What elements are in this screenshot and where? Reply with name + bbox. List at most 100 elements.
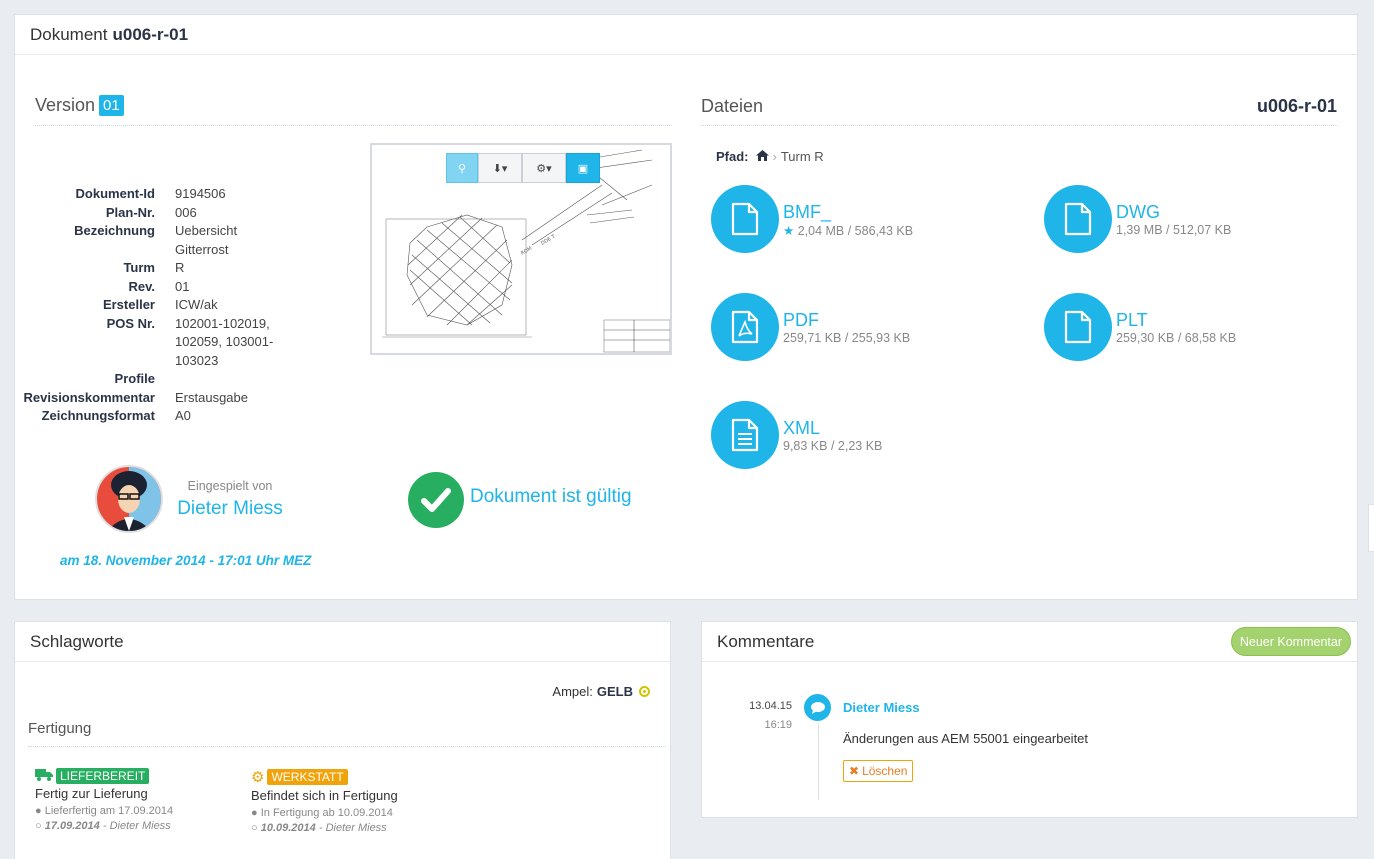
avatar-portrait [107, 467, 161, 531]
valid-status: Dokument ist gültig [470, 486, 632, 507]
file-size: 259,71 KB / 255,93 KB [783, 331, 911, 345]
ampel-label: Ampel: [552, 684, 593, 699]
close-icon: ✖ [849, 764, 860, 778]
comment-icon: ● [35, 805, 42, 817]
ampel-status: Ampel: GELB [552, 684, 650, 699]
comment-text: Änderungen aus AEM 55001 eingearbeitet [843, 731, 1089, 746]
keyword-note: In Fertigung ab 10.09.2014 [260, 807, 393, 819]
zoom-button[interactable]: ⚲ [446, 153, 478, 183]
file-item-dwg[interactable]: DWG 1,39 MB / 512,07 KB [1044, 185, 1231, 253]
check-icon [408, 472, 464, 528]
timeline-line [818, 692, 819, 800]
text-file-icon [711, 401, 779, 469]
side-handle[interactable] [1368, 504, 1374, 552]
file-size: 9,83 KB / 2,23 KB [783, 439, 883, 453]
preview-toolbar: ⚲ ⬇▾ ⚙▾ ▣ [446, 153, 600, 183]
traffic-light-icon [639, 686, 650, 697]
file-size: 259,30 KB / 68,58 KB [1116, 331, 1237, 345]
file-name[interactable]: XML [783, 418, 821, 438]
file-item-xml[interactable]: XML 9,83 KB / 2,23 KB [711, 401, 882, 469]
breadcrumb-separator: › [772, 149, 777, 164]
file-icon [1044, 185, 1112, 253]
breadcrumb: Pfad: › Turm R [716, 149, 824, 164]
delete-comment-button[interactable]: ✖ Löschen [843, 760, 914, 782]
download-icon: ⬇▾ [492, 162, 508, 175]
avatar [95, 465, 163, 533]
file-name[interactable]: PDF [783, 310, 819, 330]
keyword-note: Lieferfertig am 17.09.2014 [44, 805, 174, 817]
download-dropdown[interactable]: ⬇▾ [478, 153, 522, 183]
keyword-title: Fertig zur Lieferung [35, 786, 148, 801]
uploaded-by-label: Eingespielt von [187, 479, 273, 493]
keyword-author: - Dieter Miess [318, 822, 387, 834]
meta-row: Revisionskommentar Erstausgabe [23, 389, 249, 405]
file-icon [711, 185, 779, 253]
truck-icon [35, 768, 53, 784]
meta-row: Plan-Nr. 006 [105, 204, 197, 220]
home-icon[interactable] [755, 149, 769, 164]
meta-row: Turm R [123, 260, 185, 275]
briefcase-button[interactable]: ▣ [566, 153, 600, 183]
meta-row: Profile [114, 371, 155, 386]
document-metadata: Dokument-Id 9194506 Plan-Nr. 006 Bezeichnu… [15, 185, 285, 426]
version-heading: Version 01 [35, 95, 124, 116]
comment-outline-icon: ○ [251, 822, 258, 834]
file-size: 2,04 MB / 586,43 KB [797, 223, 914, 238]
files-heading: Dateien [701, 96, 764, 116]
keyword-item-werkstatt: ⚙ WERKSTATT Befindet sich in Fertigung ●… [251, 768, 398, 834]
file-name[interactable]: BMF_ [783, 201, 832, 222]
keyword-date: 17.09.2014 [44, 820, 100, 832]
drawing-preview[interactable]: ROM DDE T ⚲ ⬇▾ ⚙▾ ▣ [370, 143, 672, 355]
search-icon: ⚲ [457, 162, 467, 175]
meta-row: POS Nr. 102001-102019, 102059, 103001-103… [106, 315, 274, 368]
file-size: 1,39 MB / 512,07 KB [1116, 223, 1232, 237]
star-icon: ★ [783, 223, 795, 238]
briefcase-icon: ▣ [577, 162, 589, 175]
comments-panel: Kommentare Neuer Kommentar 13.04.15 16:1… [701, 621, 1358, 818]
delete-label: Löschen [862, 764, 908, 778]
meta-row: Rev. 01 [128, 278, 190, 294]
new-comment-button[interactable]: Neuer Kommentar [1230, 627, 1351, 656]
file-item-pdf[interactable]: PDF 259,71 KB / 255,93 KB [711, 293, 910, 361]
pdf-file-icon [711, 293, 779, 361]
keyword-title: Befindet sich in Fertigung [251, 788, 398, 803]
keywords-header: Schlagworte [15, 622, 670, 662]
keyword-date: 10.09.2014 [260, 822, 316, 834]
breadcrumb-folder[interactable]: Turm R [780, 149, 824, 164]
document-title-id: u006-r-01 [112, 24, 189, 44]
upload-date: am 18. November 2014 - 17:01 Uhr MEZ [60, 553, 312, 568]
status-badge: LIEFERBEREIT [56, 768, 150, 784]
comment-author[interactable]: Dieter Miess [843, 700, 920, 715]
file-name[interactable]: DWG [1116, 202, 1160, 222]
gear-icon: ⚙▾ [536, 162, 552, 175]
gear-icon: ⚙ [251, 769, 265, 786]
path-label: Pfad: [716, 149, 749, 164]
keywords-panel: Schlagworte Ampel: GELB Fertigung LIEFER… [14, 621, 671, 859]
svg-text:DDE T: DDE T [540, 233, 557, 246]
document-panel-header: Dokument u006-r-01 [15, 15, 1357, 55]
svg-text:ROM: ROM [520, 246, 533, 257]
document-title-prefix: Dokument [30, 24, 108, 44]
status-badge: WERKSTATT [267, 769, 348, 785]
version-badge: 01 [99, 95, 124, 116]
keyword-item-lieferbereit: LIEFERBEREIT Fertig zur Lieferung ● Lief… [35, 768, 173, 832]
meta-row: Ersteller ICW/ak [102, 297, 218, 312]
comments-header: Kommentare [702, 622, 1357, 662]
comment-icon: ● [251, 807, 258, 819]
files-doc-id: u006-r-01 [1256, 96, 1337, 116]
meta-row: Dokument-Id 9194506 [75, 186, 226, 201]
file-item-plt[interactable]: PLT 259,30 KB / 68,58 KB [1044, 293, 1236, 361]
ampel-value: GELB [596, 684, 633, 699]
comment-date: 13.04.15 [749, 700, 792, 712]
version-label: Version [35, 95, 96, 115]
file-name[interactable]: PLT [1116, 310, 1148, 330]
settings-dropdown[interactable]: ⚙▾ [522, 153, 566, 183]
keyword-author: - Dieter Miess [102, 820, 171, 832]
comment-bubble-icon [802, 692, 833, 723]
meta-row: Bezeichnung Uebersicht Gitterrost [74, 223, 238, 257]
file-icon [1044, 293, 1112, 361]
file-item-bmf[interactable]: BMF_ ★ 2,04 MB / 586,43 KB [711, 185, 913, 253]
document-panel: Dokument u006-r-01 Version 01 Dokument-Id… [14, 14, 1358, 600]
uploader-name[interactable]: Dieter Miess [177, 498, 283, 519]
comment-time: 16:19 [764, 719, 792, 731]
